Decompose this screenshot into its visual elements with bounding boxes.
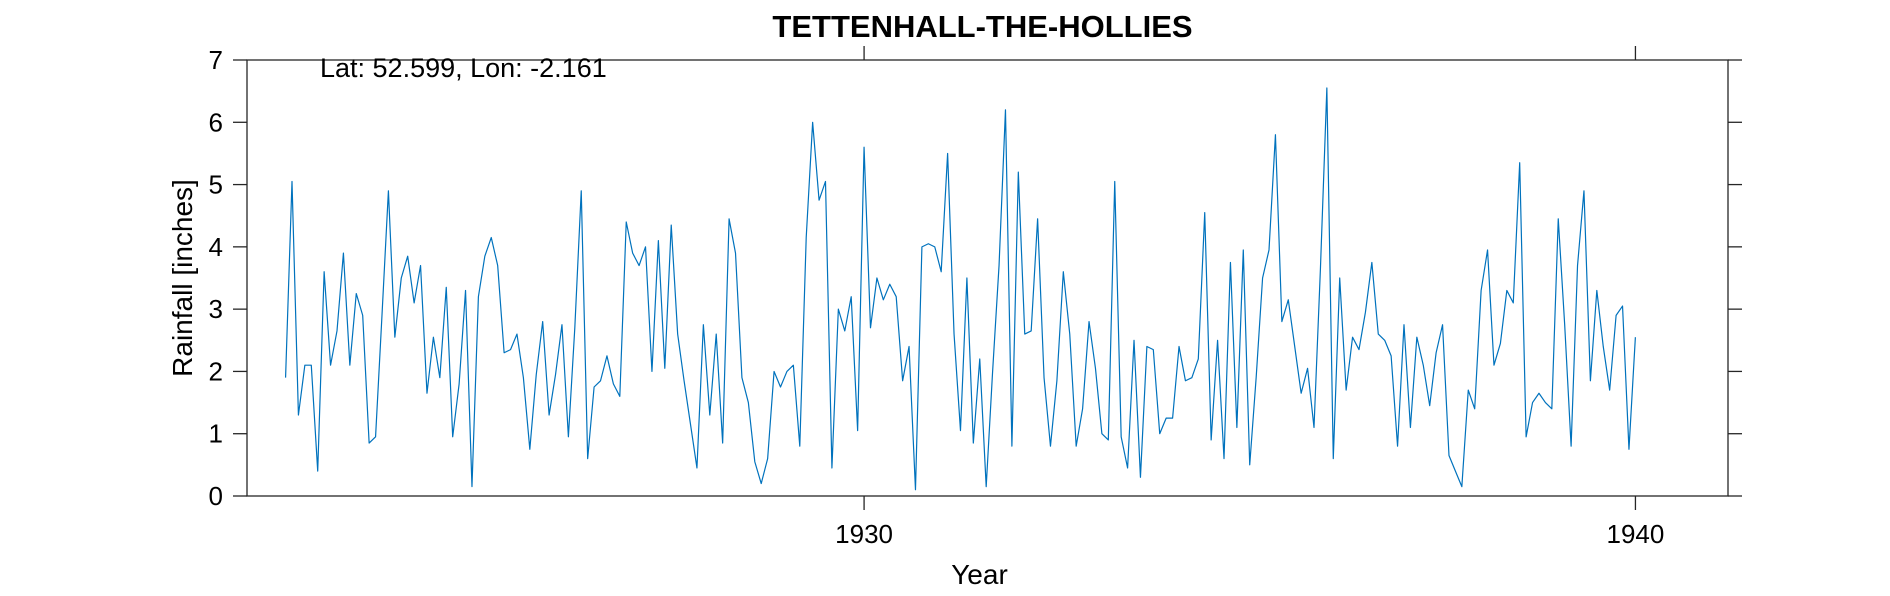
y-tick-label: 2 xyxy=(209,356,223,386)
y-tick-label: 3 xyxy=(209,294,223,324)
coordinate-annotation: Lat: 52.599, Lon: -2.161 xyxy=(320,53,607,83)
x-tick-label: 1930 xyxy=(835,519,893,549)
plot-area-box xyxy=(246,59,1729,497)
y-tick-label: 7 xyxy=(209,45,223,75)
x-tick-label: 1940 xyxy=(1607,519,1665,549)
y-tick-label: 4 xyxy=(209,232,223,262)
y-tick-label: 5 xyxy=(209,170,223,200)
chart-title: TETTENHALL-THE-HOLLIES xyxy=(772,9,1192,44)
rainfall-series-line xyxy=(284,87,1636,491)
y-axis-label: Rainfall [inches] xyxy=(167,179,198,377)
y-tick-label: 1 xyxy=(209,419,223,449)
y-tick-label: 0 xyxy=(209,481,223,511)
y-axis-ticks: 0 1 2 3 4 5 6 7 xyxy=(209,45,1742,511)
x-axis-label: Year xyxy=(951,559,1008,590)
x-axis-ticks: 1930 1940 xyxy=(835,46,1664,549)
axes: 0 1 2 3 4 5 6 7 1930 1940 xyxy=(209,45,1742,549)
y-tick-label: 6 xyxy=(209,107,223,137)
series-lines xyxy=(284,87,1636,491)
